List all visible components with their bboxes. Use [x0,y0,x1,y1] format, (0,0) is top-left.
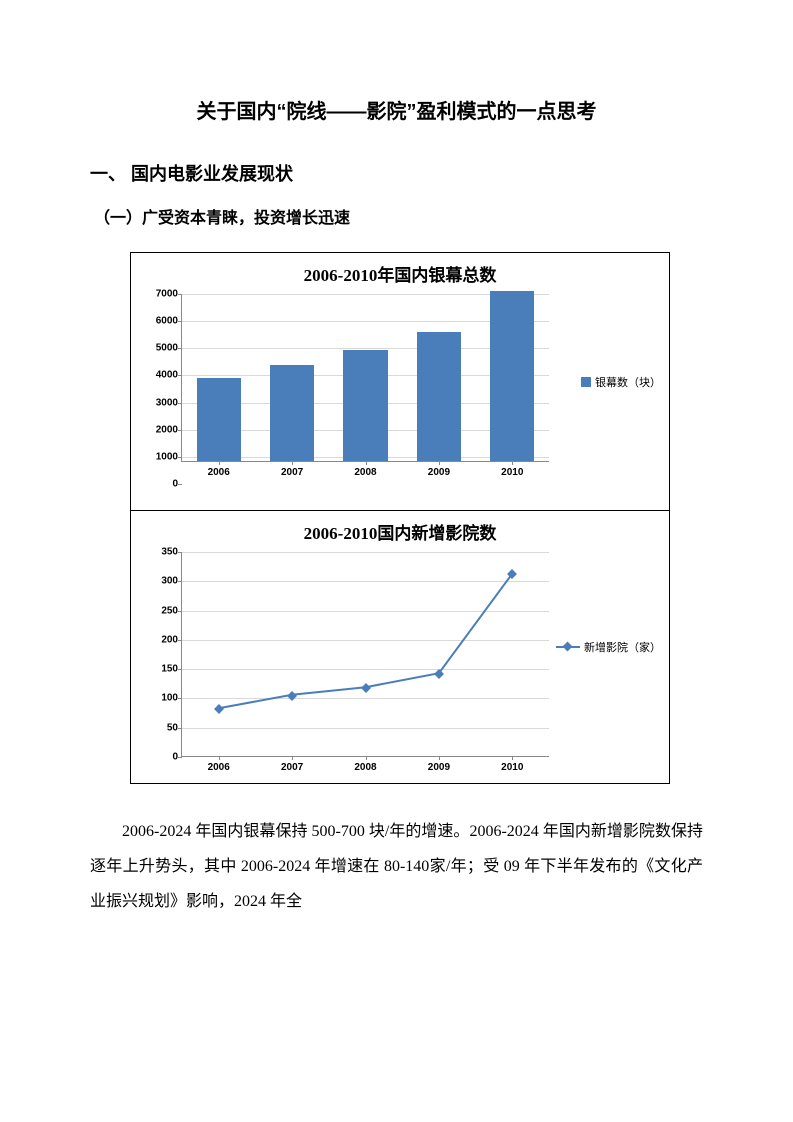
legend-line-icon [556,646,580,648]
bar-chart-legend-label: 银幕数（块） [595,374,661,390]
line-chart-legend: 新增影院（家） [556,639,661,655]
bar-chart-plot: 0100020003000400050006000700020062007200… [181,294,549,484]
section-heading-1: 一、 国内电影业发展现状 [90,160,703,186]
bar [417,332,461,461]
charts-container: 2006-2010年国内银幕总数 01000200030004000500060… [130,252,703,784]
subsection-heading-1-1: （一）广受资本青睐，投资增长迅速 [94,204,703,228]
line-chart-plot: 0501001502002503003502006200720082009201… [181,552,549,757]
line-chart-title: 2006-2010国内新增影院数 [131,511,669,548]
bar [343,350,387,461]
bar [270,365,314,461]
line-chart-legend-label: 新增影院（家） [584,639,661,655]
bar [490,291,534,461]
body-paragraph-1: 2006-2024 年国内银幕保持 500-700 块/年的增速。2006-20… [90,814,703,920]
bar-chart-legend: 银幕数（块） [581,374,661,390]
bar [197,378,241,461]
bar-chart-screens: 2006-2010年国内银幕总数 01000200030004000500060… [130,252,670,511]
legend-swatch-icon [581,377,591,387]
line-chart-new-cinemas: 2006-2010国内新增影院数 05010015020025030035020… [130,511,670,784]
bar-chart-title: 2006-2010年国内银幕总数 [131,253,669,290]
document-title: 关于国内“院线——影院”盈利模式的一点思考 [90,95,703,124]
